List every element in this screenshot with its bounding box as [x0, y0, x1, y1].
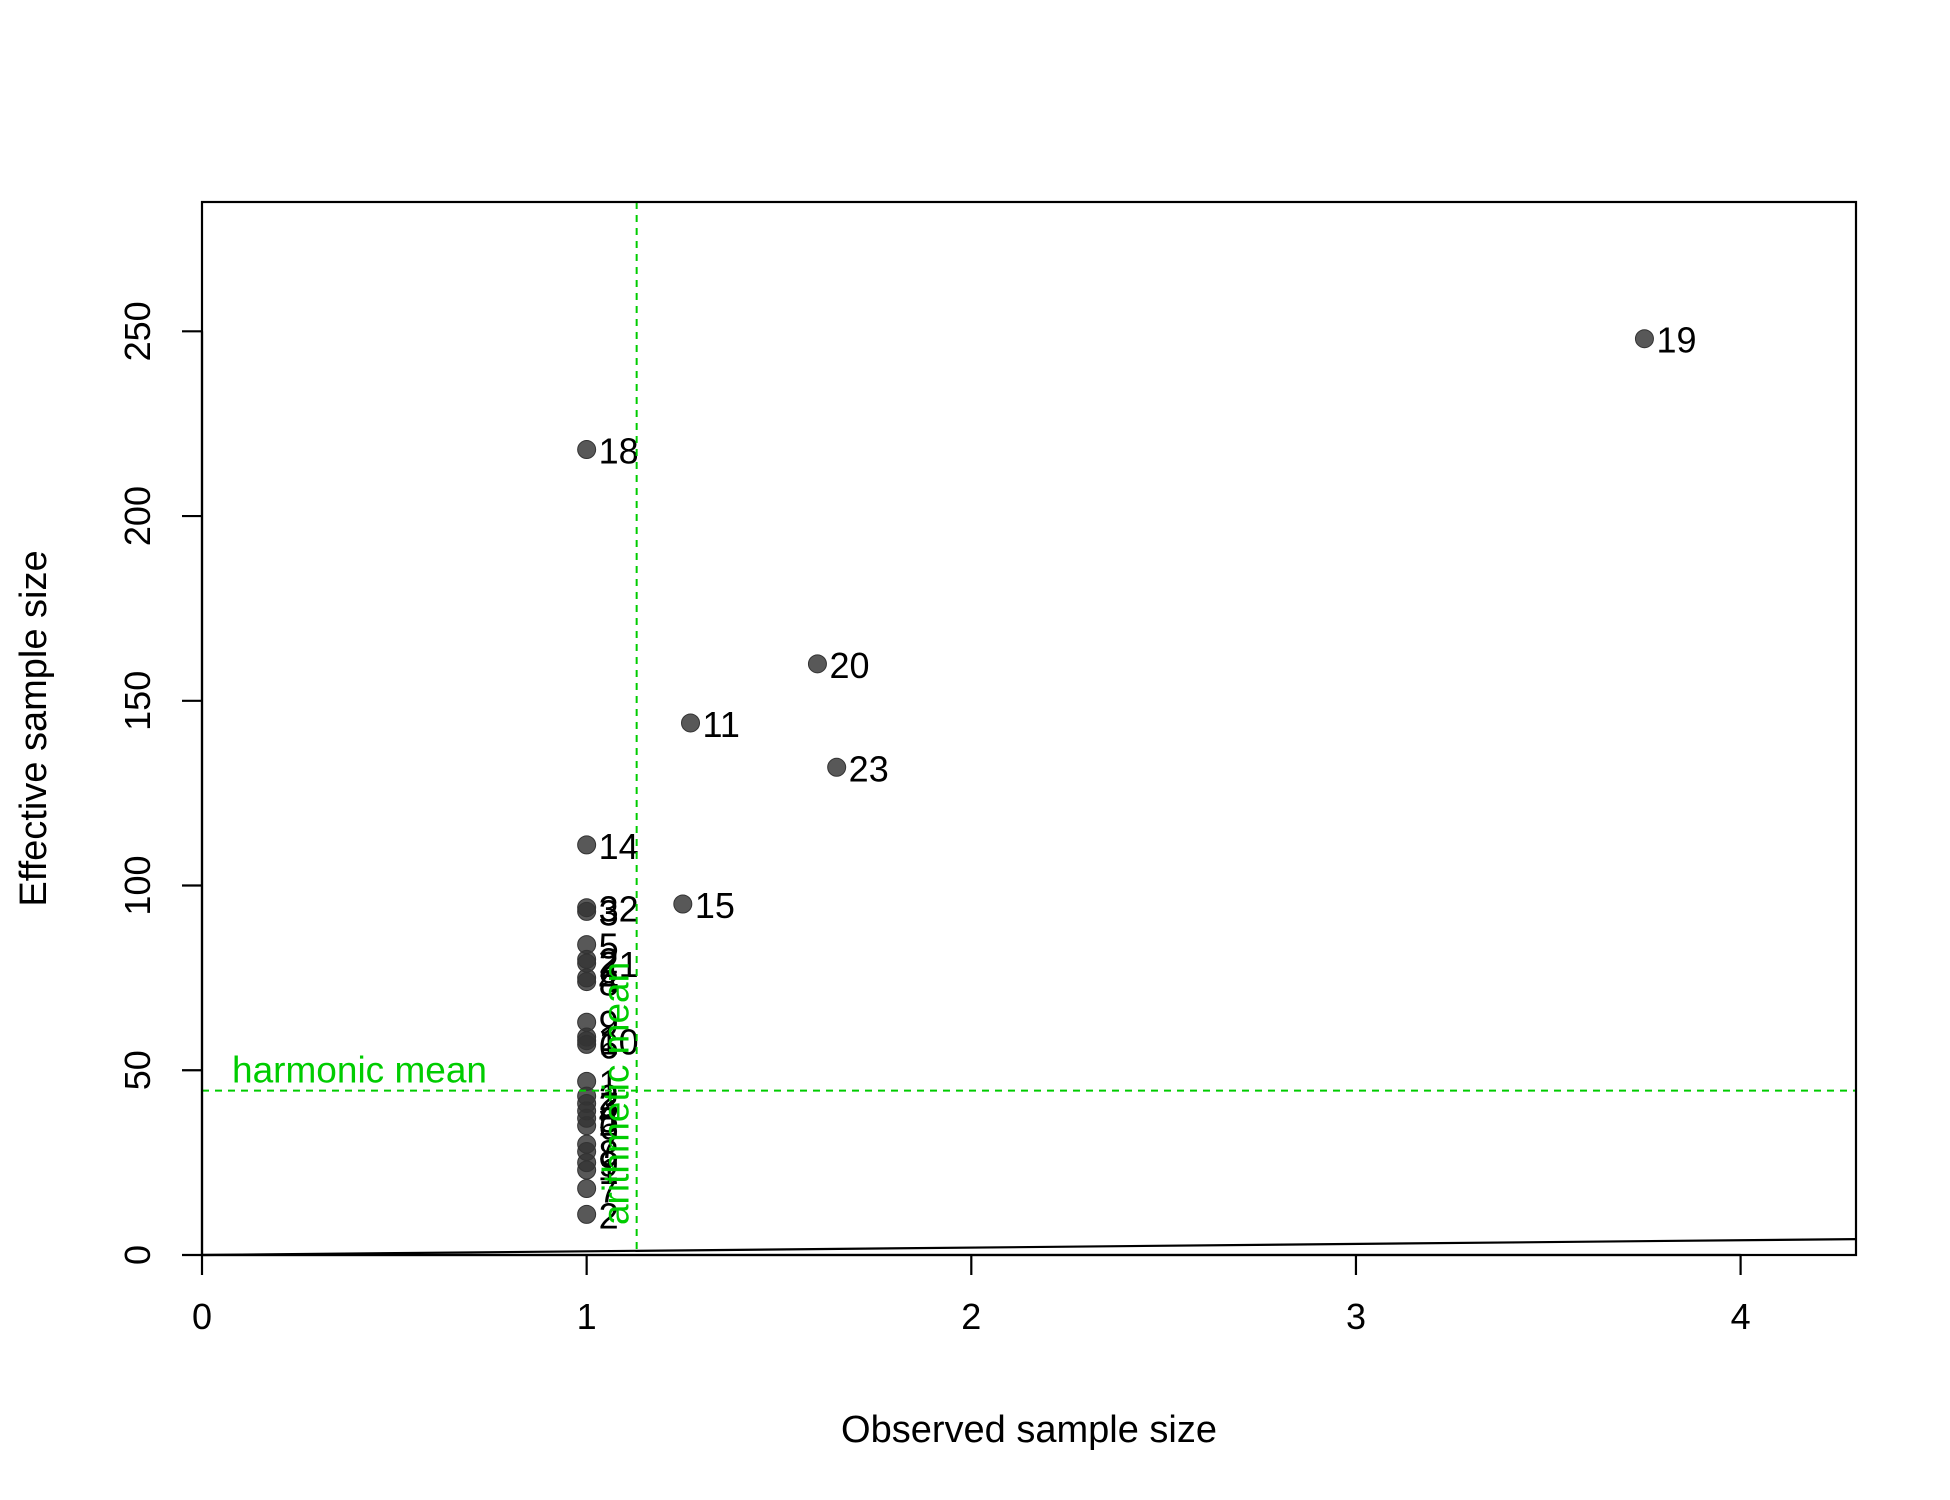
data-point	[681, 713, 701, 733]
harmonic-mean-label: harmonic mean	[232, 1050, 487, 1091]
data-point	[577, 440, 597, 460]
y-tick-label: 100	[117, 855, 158, 915]
point-label: 3	[599, 892, 619, 933]
data-point	[577, 1178, 597, 1198]
x-tick-label: 4	[1731, 1296, 1751, 1337]
point-label: 1	[599, 1018, 619, 1059]
data-point	[1634, 329, 1654, 349]
data-point	[577, 1034, 597, 1054]
y-tick-label: 150	[117, 671, 158, 731]
point-label: 11	[703, 704, 740, 745]
x-tick-label: 3	[1346, 1296, 1366, 1337]
point-label: 7	[599, 1125, 619, 1166]
x-axis-title: Observed sample size	[841, 1409, 1217, 1451]
y-axis-title: Effective sample size	[13, 550, 55, 906]
point-label: 5	[599, 1099, 619, 1140]
point-label: 1	[599, 1151, 619, 1192]
point-label: 19	[1656, 320, 1696, 361]
y-tick-label: 0	[117, 1245, 158, 1265]
point-label: 5	[599, 926, 619, 967]
data-point	[577, 1160, 597, 1180]
arithmetic-mean-label: arithmetic mean	[596, 962, 637, 1225]
point-label: 8	[599, 963, 619, 1004]
point-label: 21	[599, 944, 639, 985]
point-label: 1	[599, 1062, 619, 1103]
point-label: 8	[599, 1133, 619, 1174]
data-point	[807, 654, 827, 674]
x-tick-label: 0	[192, 1296, 212, 1337]
point-label: 32	[599, 889, 639, 930]
data-point	[673, 894, 693, 914]
data-point	[577, 901, 597, 921]
point-label: 4	[599, 959, 619, 1000]
point-label: 9	[599, 1144, 619, 1185]
point-label: 10	[599, 1022, 639, 1063]
point-label: 2	[599, 940, 619, 981]
data-point	[577, 1116, 597, 1136]
data-point	[827, 757, 847, 777]
point-label: 4	[599, 1092, 619, 1133]
point-label: 14	[599, 826, 639, 867]
data-point	[577, 835, 597, 855]
y-tick-label: 200	[117, 486, 158, 546]
x-tick-label: 2	[961, 1296, 981, 1337]
point-label: 6	[599, 1025, 619, 1066]
point-label: 2	[599, 1077, 619, 1118]
identity-line	[201, 1238, 1857, 1257]
point-label: 3	[599, 1085, 619, 1126]
marks-layer: 1918201123141532352214891106123456789172…	[201, 202, 1857, 1257]
data-point	[577, 1204, 597, 1224]
x-tick-label: 1	[577, 1296, 597, 1337]
data-point	[577, 972, 597, 992]
point-label: 6	[599, 1107, 619, 1148]
point-label: 2	[599, 1195, 619, 1236]
point-label: 15	[695, 885, 735, 926]
point-label: 20	[829, 645, 869, 686]
y-tick-label: 50	[117, 1050, 158, 1090]
point-label: 7	[599, 1169, 619, 1210]
point-label: 23	[849, 748, 889, 789]
y-tick-label: 250	[117, 301, 158, 361]
point-label: 9	[599, 1003, 619, 1044]
point-label: 18	[599, 431, 639, 472]
